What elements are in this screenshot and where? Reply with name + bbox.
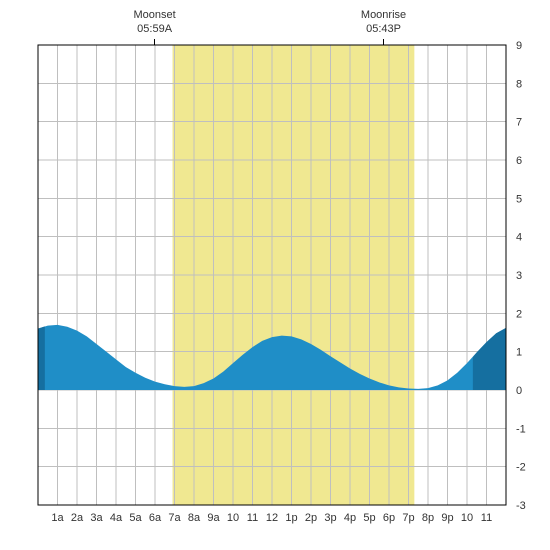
tide-dark-right — [473, 328, 506, 390]
x-tick-label: 3p — [324, 512, 336, 524]
y-tick-label: 1 — [516, 347, 522, 359]
x-tick-label: 9a — [207, 512, 220, 524]
x-tick-label: 6a — [149, 512, 162, 524]
x-tick-label: 5a — [129, 512, 142, 524]
x-tick-label: 4a — [110, 512, 123, 524]
y-tick-label: 8 — [516, 78, 522, 90]
x-tick-label: 8a — [188, 512, 201, 524]
y-tick-label: 2 — [516, 308, 522, 320]
tide-chart: -3-2-101234567891a2a3a4a5a6a7a8a9a101112… — [0, 0, 550, 550]
x-tick-label: 5p — [363, 512, 375, 524]
x-tick-label: 11 — [247, 512, 258, 524]
x-tick-label: 10 — [227, 512, 239, 524]
y-tick-label: 4 — [516, 232, 522, 244]
x-tick-label: 4p — [344, 512, 356, 524]
y-tick-label: 5 — [516, 193, 522, 205]
moonset-time: 05:59A — [137, 23, 173, 35]
x-tick-label: 7p — [402, 512, 414, 524]
x-tick-label: 11 — [481, 512, 492, 524]
x-tick-label: 2p — [305, 512, 317, 524]
y-tick-label: 0 — [516, 385, 522, 397]
x-tick-label: 8p — [422, 512, 434, 524]
x-tick-label: 2a — [71, 512, 84, 524]
x-tick-label: 10 — [461, 512, 473, 524]
chart-svg: -3-2-101234567891a2a3a4a5a6a7a8a9a101112… — [0, 0, 550, 550]
x-tick-label: 6p — [383, 512, 395, 524]
y-tick-label: -3 — [516, 500, 526, 512]
x-tick-label: 1a — [51, 512, 64, 524]
x-tick-label: 1p — [285, 512, 297, 524]
y-tick-label: 3 — [516, 270, 522, 282]
y-tick-label: -1 — [516, 423, 526, 435]
x-tick-label: 12 — [266, 512, 278, 524]
moonrise-time: 05:43P — [366, 23, 401, 35]
x-tick-label: 9p — [441, 512, 453, 524]
x-tick-label: 3a — [90, 512, 103, 524]
moonrise-label: Moonrise — [361, 9, 406, 21]
moonset-label: Moonset — [134, 9, 176, 21]
y-tick-label: 6 — [516, 155, 522, 167]
x-tick-label: 7a — [168, 512, 181, 524]
y-tick-label: -2 — [516, 462, 526, 474]
y-tick-label: 7 — [516, 117, 522, 129]
tide-dark-left — [38, 326, 45, 390]
y-tick-label: 9 — [516, 40, 522, 52]
